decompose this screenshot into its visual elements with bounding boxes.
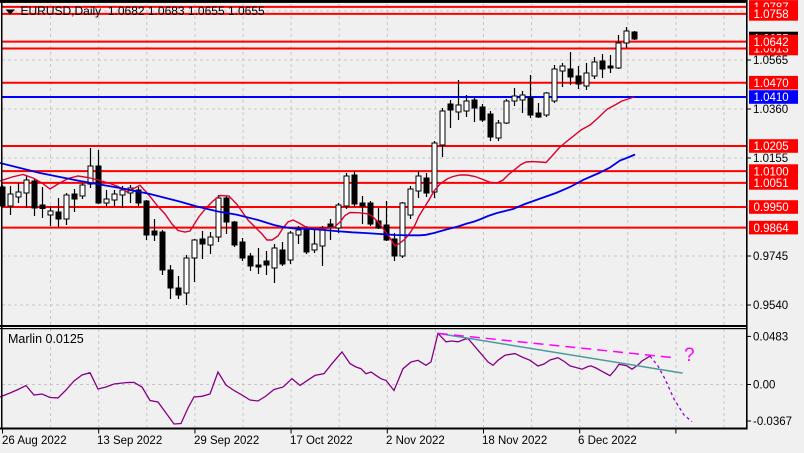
svg-text:?: ? — [684, 345, 695, 366]
svg-text:EURUSD,Daily 1.0682 1.0683 1.: EURUSD,Daily 1.0682 1.0683 1.0655 1.0655 — [21, 4, 265, 18]
svg-text:1.0410: 1.0410 — [754, 92, 789, 104]
svg-text:1.0470: 1.0470 — [754, 78, 789, 90]
svg-text:-0.0367: -0.0367 — [753, 416, 792, 428]
svg-text:0.0483: 0.0483 — [753, 331, 788, 343]
svg-text:1.0758: 1.0758 — [754, 9, 789, 21]
svg-text:1.0360: 1.0360 — [753, 104, 788, 116]
svg-text:0.9540: 0.9540 — [753, 300, 788, 312]
svg-text:13 Sep 2022: 13 Sep 2022 — [97, 435, 162, 447]
svg-text:0.9950: 0.9950 — [754, 202, 789, 214]
svg-text:0.00: 0.00 — [753, 380, 775, 392]
svg-text:1.0051: 1.0051 — [754, 178, 789, 190]
svg-text:0.9745: 0.9745 — [753, 251, 788, 263]
svg-text:6 Dec 2022: 6 Dec 2022 — [578, 435, 637, 447]
svg-text:1.0205: 1.0205 — [754, 141, 789, 153]
svg-text:17 Oct 2022: 17 Oct 2022 — [290, 435, 353, 447]
svg-text:1.0100: 1.0100 — [754, 166, 789, 178]
svg-text:0.9864: 0.9864 — [754, 223, 790, 235]
svg-text:Marlin 0.0125: Marlin 0.0125 — [8, 332, 84, 346]
svg-text:1.0565: 1.0565 — [753, 55, 788, 67]
svg-text:2 Nov 2022: 2 Nov 2022 — [386, 435, 445, 447]
svg-text:26 Aug 2022: 26 Aug 2022 — [2, 435, 67, 447]
svg-text:18 Nov 2022: 18 Nov 2022 — [482, 435, 547, 447]
svg-text:1.0155: 1.0155 — [753, 153, 788, 165]
svg-text:1.0642: 1.0642 — [754, 37, 789, 49]
svg-text:29 Sep 2022: 29 Sep 2022 — [194, 435, 259, 447]
